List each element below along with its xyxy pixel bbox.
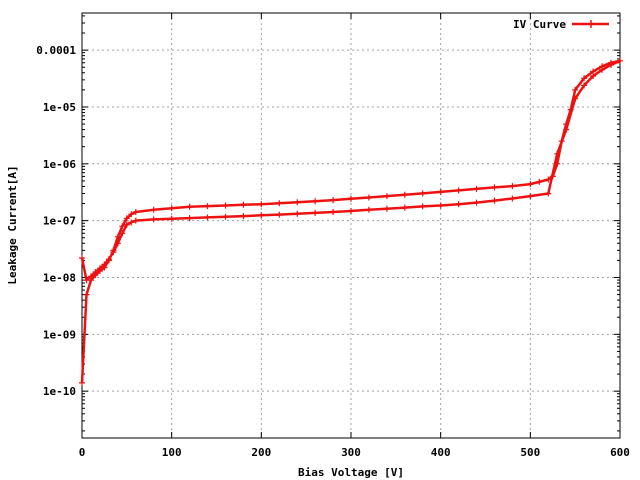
x-tick-label: 0 <box>79 446 86 459</box>
y-tick-label: 1e-06 <box>43 158 76 171</box>
x-tick-label: 400 <box>431 446 451 459</box>
y-tick-label: 1e-05 <box>43 101 76 114</box>
y-axis-label: Leakage Current[A] <box>6 165 19 284</box>
x-tick-label: 200 <box>251 446 271 459</box>
y-tick-label: 1e-10 <box>43 385 76 398</box>
x-tick-label: 300 <box>341 446 361 459</box>
x-tick-label: 100 <box>162 446 182 459</box>
x-tick-label: 500 <box>520 446 540 459</box>
y-tick-label: 1e-09 <box>43 328 76 341</box>
x-tick-label: 600 <box>610 446 630 459</box>
y-tick-label: 1e-08 <box>43 271 76 284</box>
y-tick-label: 1e-07 <box>43 215 76 228</box>
x-axis-label: Bias Voltage [V] <box>298 466 404 479</box>
y-tick-label: 0.0001 <box>36 44 76 57</box>
legend-label: IV Curve <box>513 18 566 31</box>
